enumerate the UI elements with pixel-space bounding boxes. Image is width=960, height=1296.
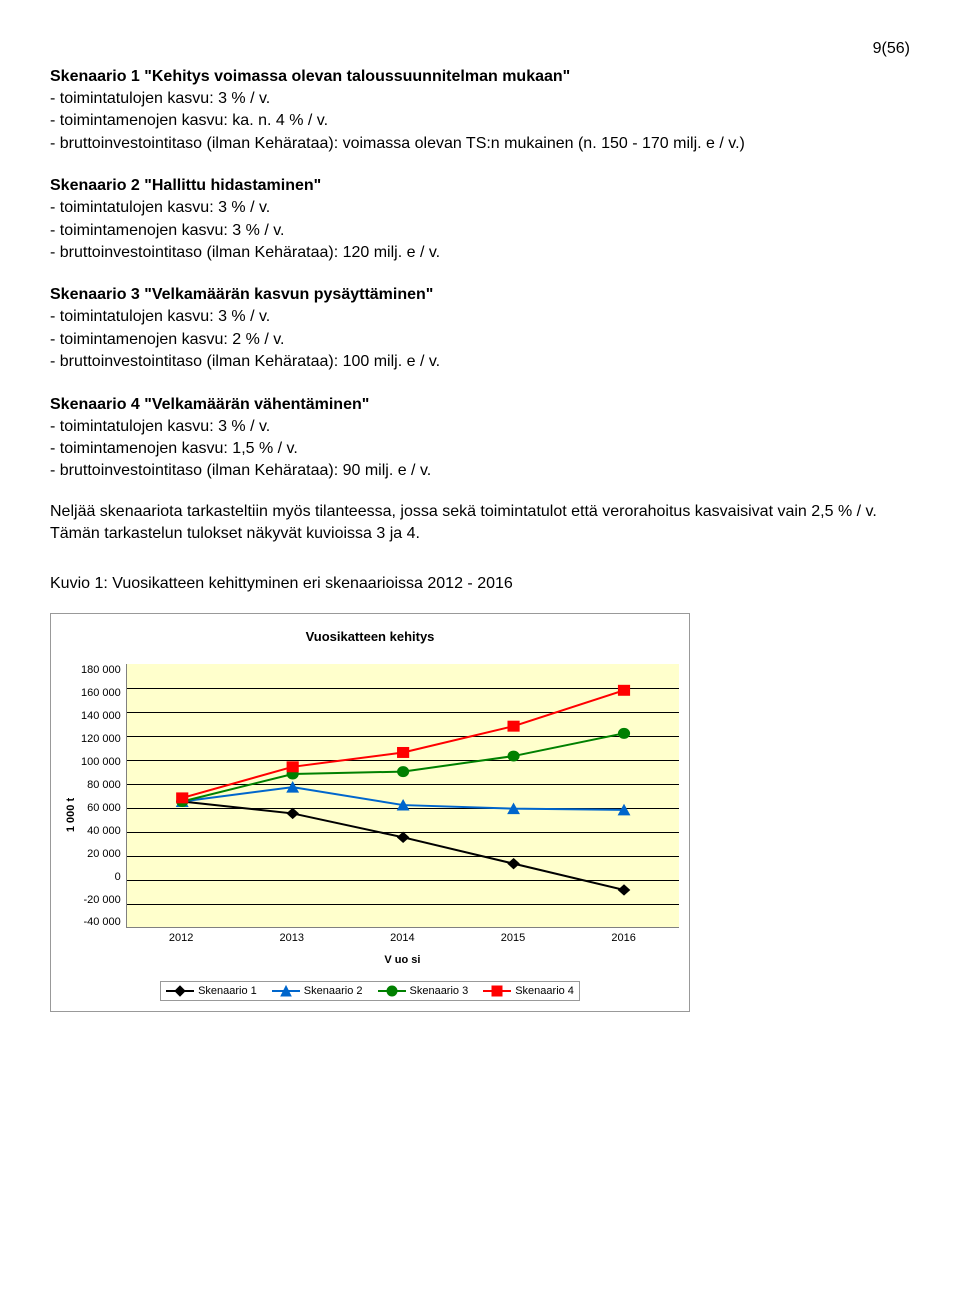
summary-paragraph: Neljää skenaariota tarkasteltiin myös ti… [50, 501, 910, 546]
scenario-2-line-1: - toimintatulojen kasvu: 3 % / v. [50, 197, 910, 219]
scenario-4-line-1: - toimintatulojen kasvu: 3 % / v. [50, 416, 910, 438]
y-tick: 120 000 [81, 733, 121, 745]
chart-title: Vuosikatteen kehitys [61, 629, 679, 644]
x-tick: 2013 [236, 932, 347, 944]
y-tick: 160 000 [81, 687, 121, 699]
chart-plot [126, 664, 679, 928]
scenario-3-line-3: - bruttoinvestointitaso (ilman Kehärataa… [50, 351, 910, 373]
scenario-3-line-1: - toimintatulojen kasvu: 3 % / v. [50, 306, 910, 328]
legend-item: Skenaario 4 [483, 985, 574, 997]
y-tick: 140 000 [81, 710, 121, 722]
scenario-3-title: Skenaario 3 "Velkamäärän kasvun pysäyttä… [50, 286, 910, 304]
scenario-4-line-3: - bruttoinvestointitaso (ilman Kehärataa… [50, 460, 910, 482]
y-tick: 80 000 [87, 779, 121, 791]
scenario-4-title: Skenaario 4 "Velkamäärän vähentäminen" [50, 396, 910, 414]
scenario-4-line-2: - toimintamenojen kasvu: 1,5 % / v. [50, 438, 910, 460]
scenario-2-title: Skenaario 2 "Hallittu hidastaminen" [50, 177, 910, 195]
y-tick: 180 000 [81, 664, 121, 676]
scenario-2: Skenaario 2 "Hallittu hidastaminen" - to… [50, 177, 910, 264]
chart-container: Vuosikatteen kehitys 1 000 t 180 000 160 … [50, 613, 690, 1012]
y-tick: -20 000 [83, 894, 120, 906]
scenario-4: Skenaario 4 "Velkamäärän vähentäminen" -… [50, 396, 910, 483]
scenario-3: Skenaario 3 "Velkamäärän kasvun pysäyttä… [50, 286, 910, 373]
x-tick: 2014 [347, 932, 458, 944]
legend-item: Skenaario 3 [378, 985, 469, 997]
y-tick: 20 000 [87, 848, 121, 860]
chart-legend: Skenaario 1 Skenaario 2 Skenaario 3 Skenaar… [160, 981, 580, 1001]
y-axis: 180 000 160 000 140 000 120 000 100 000 80 00… [81, 664, 126, 928]
scenario-1-line-3: - bruttoinvestointitaso (ilman Kehärataa… [50, 133, 910, 155]
x-tick: 2015 [458, 932, 569, 944]
page-number: 9(56) [50, 40, 910, 58]
scenario-2-line-3: - bruttoinvestointitaso (ilman Kehärataa… [50, 242, 910, 264]
scenario-1: Skenaario 1 "Kehitys voimassa olevan tal… [50, 68, 910, 155]
scenario-1-line-2: - toimintamenojen kasvu: ka. n. 4 % / v. [50, 110, 910, 132]
y-tick: 60 000 [87, 802, 121, 814]
y-tick: 0 [115, 871, 121, 883]
legend-item: Skenaario 1 [166, 985, 257, 997]
scenario-1-line-1: - toimintatulojen kasvu: 3 % / v. [50, 88, 910, 110]
x-tick: 2016 [568, 932, 679, 944]
x-tick: 2012 [126, 932, 237, 944]
y-tick: 100 000 [81, 756, 121, 768]
legend-item: Skenaario 2 [272, 985, 363, 997]
y-tick: 40 000 [87, 825, 121, 837]
chart-caption: Kuvio 1: Vuosikatteen kehittyminen eri s… [50, 575, 910, 593]
x-axis: 20122013201420152016 [126, 932, 679, 944]
y-tick: -40 000 [83, 916, 120, 928]
scenario-2-line-2: - toimintamenojen kasvu: 3 % / v. [50, 220, 910, 242]
scenario-1-title: Skenaario 1 "Kehitys voimassa olevan tal… [50, 68, 910, 86]
x-axis-label: V uo si [126, 954, 679, 966]
scenario-3-line-2: - toimintamenojen kasvu: 2 % / v. [50, 329, 910, 351]
y-axis-label: 1 000 t [61, 664, 81, 966]
